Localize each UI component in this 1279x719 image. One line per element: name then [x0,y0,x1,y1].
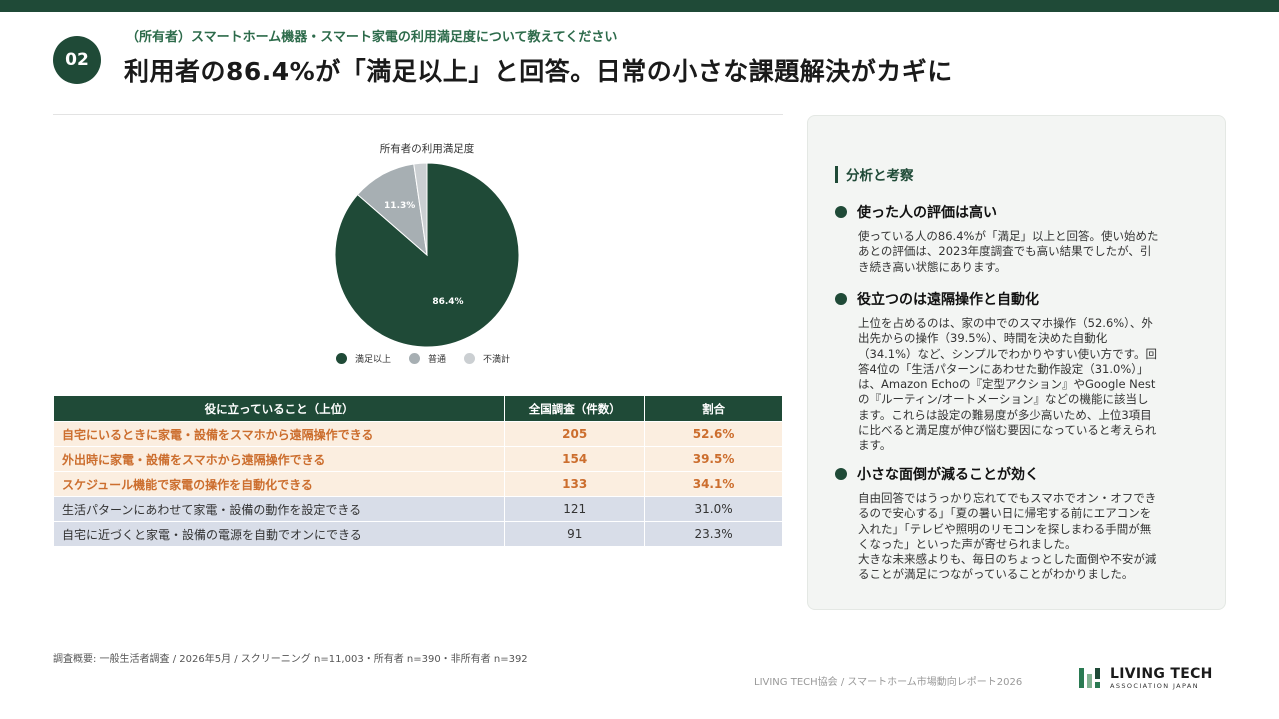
section-number: 02 [65,50,89,70]
logo-main-text: LIVING TECH [1110,665,1213,682]
survey-footnote: 調査概要: 一般生活者調査 / 2026年5月 / スクリーニング n=11,0… [53,654,528,665]
analysis-heading-text: 分析と考察 [846,168,914,184]
row-item: 外出時に家電・設備をスマホから遠隔操作できる [52,446,506,472]
page-subtitle: （所有者）スマートホーム機器・スマート家電の利用満足度について教えてください [126,30,618,45]
header-pct: 割合 [644,395,783,422]
legend-swatch [336,353,347,364]
bullet-dot-icon [835,468,847,480]
table-row: 外出時に家電・設備をスマホから遠隔操作できる 154 39.5% [52,446,783,472]
table-row: 自宅にいるときに家電・設備をスマホから遠隔操作できる 205 52.6% [52,421,783,447]
section-body: 自由回答ではうっかり忘れてでもスマホでオン・オフでき るので安心する」「夏の暑い… [858,491,1157,582]
analysis-heading: 分析と考察 [835,164,914,184]
top-accent-bar [0,0,1279,12]
legend-label: 普通 [428,355,447,365]
pie-slice-3 [413,162,428,256]
row-count: 133 [504,471,646,497]
legend-item: 不満計 [464,352,510,365]
pie-data-label: 11.3% [384,201,415,211]
analysis-section-2: 役立つのは遠隔操作と自動化 上位を占めるのは、家の中でのスマホ操作（52.6%）… [835,289,1205,454]
living-tech-logo: LIVING TECH ASSOCIATION JAPAN [1078,666,1213,690]
analysis-panel: 分析と考察 使った人の評価は高い 使っている人の86.4%が「満足」以上と回答。… [807,115,1226,610]
section-number-badge: 02 [53,36,101,84]
pie-chart: 86.4% 11.3% [334,162,520,348]
bullet-dot-icon [835,206,847,218]
legend-swatch [464,353,476,364]
legend-swatch [409,353,421,364]
report-source: LIVING TECH協会 / スマートホーム市場動向レポート2026 [754,677,1023,688]
chart-legend: 満足以上 普通 不満計 [336,352,510,365]
heading-bar [835,165,838,183]
row-item: 自宅にいるときに家電・設備をスマホから遠隔操作できる [52,421,506,447]
section-title: 役立つのは遠隔操作と自動化 [857,292,1039,308]
logo-sub-text: ASSOCIATION JAPAN [1110,681,1200,690]
title-divider [53,114,783,115]
row-pct: 34.1% [644,471,783,497]
table-header-row: 役に立っていること（上位） 全国調査（件数） 割合 [52,395,783,422]
pie-data-label: 86.4% [432,297,463,307]
analysis-section-3: 小さな面倒が減ることが効く 自由回答ではうっかり忘れてでもスマホでオン・オフでき… [835,464,1205,583]
bullet-dot-icon [835,293,847,305]
table-row: 生活パターンにあわせて家電・設備の動作を設定できる 121 31.0% [52,496,783,522]
row-item: 自宅に近づくと家電・設備の電源を自動でオンにできる [52,521,506,547]
row-count: 91 [504,521,646,547]
legend-label: 不満計 [483,355,511,365]
table-row: スケジュール機能で家電の操作を自動化できる 133 34.1% [52,471,783,497]
legend-label: 満足以上 [355,355,392,365]
page-title: 利用者の86.4%が「満足以上」と回答。日常の小さな課題解決がカギに [124,57,953,86]
row-count: 154 [504,446,646,472]
row-item: スケジュール機能で家電の操作を自動化できる [52,471,506,497]
row-count: 205 [504,421,646,447]
section-body: 上位を占めるのは、家の中でのスマホ操作（52.6%）、外 出先からの操作（39.… [858,316,1157,453]
logo-mark-icon [1079,668,1100,688]
table-row: 自宅に近づくと家電・設備の電源を自動でオンにできる 91 23.3% [52,521,783,547]
row-pct: 31.0% [644,496,783,522]
row-item: 生活パターンにあわせて家電・設備の動作を設定できる [52,496,506,522]
pie-slice-2 [356,163,428,257]
header-item: 役に立っていること（上位） [52,395,506,422]
section-title: 小さな面倒が減ることが効く [857,467,1039,483]
row-pct: 52.6% [644,421,783,447]
row-pct: 23.3% [644,521,783,547]
header-count: 全国調査（件数） [504,395,646,422]
legend-item: 普通 [409,352,446,365]
chart-title: 所有者の利用満足度 [379,143,475,155]
usefulness-table: 役に立っていること（上位） 全国調査（件数） 割合 自宅にいるときに家電・設備を… [52,395,783,547]
row-pct: 39.5% [644,446,783,472]
section-title: 使った人の評価は高い [857,205,997,221]
analysis-section-1: 使った人の評価は高い 使っている人の86.4%が「満足」以上と回答。使い始めた … [835,202,1205,275]
legend-item: 満足以上 [336,352,391,365]
section-body: 使っている人の86.4%が「満足」以上と回答。使い始めた あとの評価は、2023… [858,229,1159,274]
row-count: 121 [504,496,646,522]
